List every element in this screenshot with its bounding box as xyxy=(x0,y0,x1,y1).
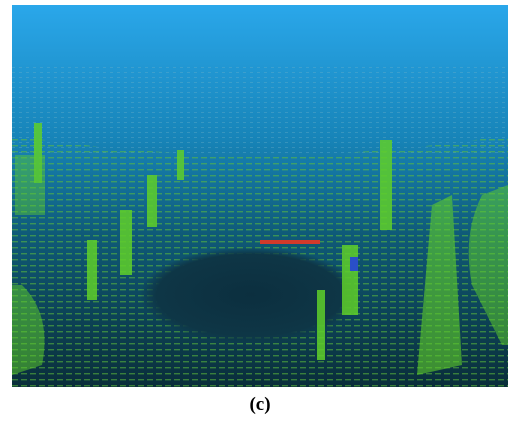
caption: (c) xyxy=(0,394,520,416)
point-cloud-image xyxy=(12,5,508,387)
empty-region xyxy=(140,247,360,343)
far-scan-lines xyxy=(12,65,508,155)
page: (c) xyxy=(0,0,520,421)
blue-points xyxy=(350,257,358,271)
red-points xyxy=(260,240,320,244)
